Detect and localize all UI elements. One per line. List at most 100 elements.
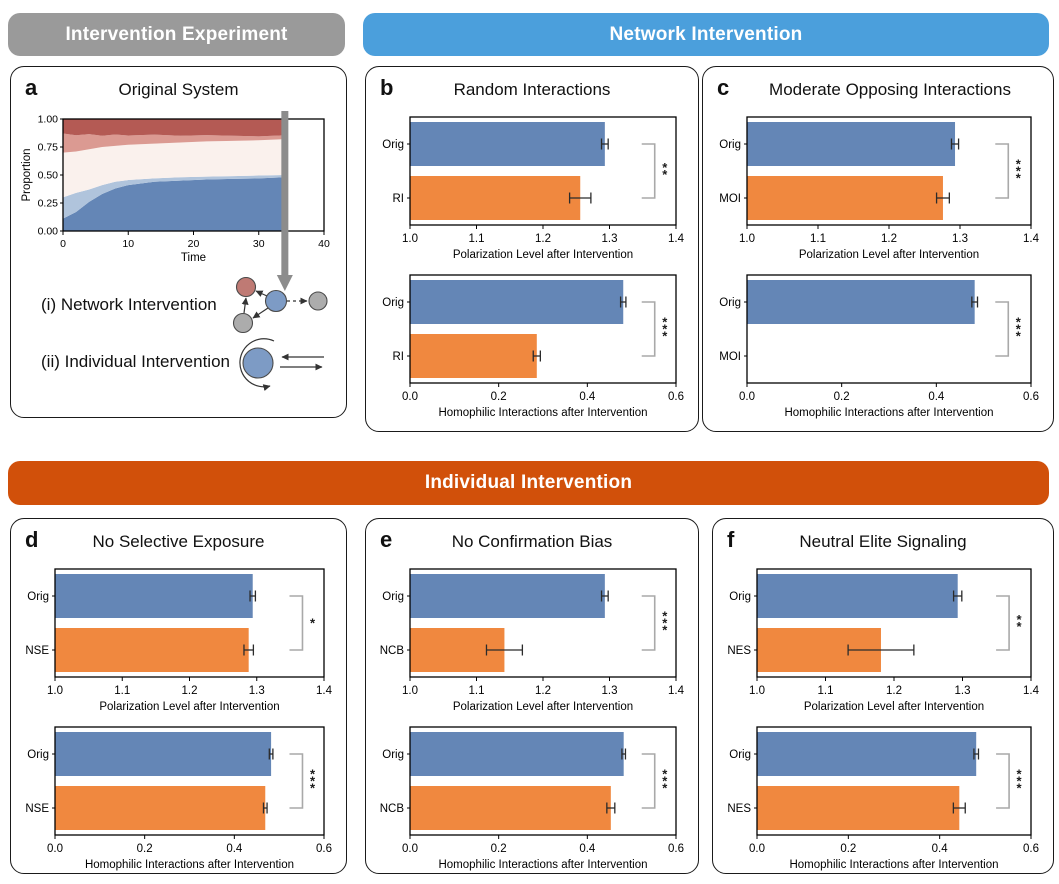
error-bars (262, 748, 274, 814)
panel-b: b Random Interactions Orig RI 1.0 1.1 1.2 1.3… (365, 66, 699, 432)
svg-text:0.2: 0.2 (491, 843, 507, 855)
x-axis-label: Homophilic Interactions after Interventi… (85, 859, 294, 871)
svg-text:0.6: 0.6 (1023, 843, 1039, 855)
bar-orig (55, 574, 253, 618)
x-axis: 0.0 0.2 0.4 0.6 Homophilic Interactions afte… (402, 383, 684, 419)
x-axis: 1.0 1.1 1.2 1.3 1.4 Polarization Level after … (402, 225, 685, 261)
significance-bracket (641, 143, 656, 199)
svg-text:0.2: 0.2 (840, 843, 856, 855)
svg-text:RI: RI (393, 351, 405, 363)
svg-text:0.0: 0.0 (402, 391, 418, 403)
svg-text:1.0: 1.0 (739, 233, 755, 245)
bar-nse (55, 786, 266, 830)
bar-moi (747, 176, 943, 220)
svg-text:0.4: 0.4 (928, 391, 945, 403)
svg-text:1.00: 1.00 (38, 114, 59, 126)
svg-text:0.75: 0.75 (38, 142, 59, 154)
panel-e-title: No Confirmation Bias (451, 532, 613, 551)
svg-text:1.3: 1.3 (249, 685, 265, 697)
error-bars (485, 590, 609, 656)
svg-text:20: 20 (188, 238, 200, 250)
significance-stars: *** (1016, 315, 1022, 344)
svg-text:30: 30 (253, 238, 265, 250)
area-strong-blue (63, 177, 285, 231)
bar-orig (747, 122, 956, 166)
intervention-arrow (276, 111, 293, 291)
significance-stars: * (310, 616, 316, 631)
significance-bracket (996, 595, 1010, 651)
svg-text:NSE: NSE (25, 645, 49, 657)
svg-text:1.2: 1.2 (881, 233, 897, 245)
svg-text:1.2: 1.2 (886, 685, 902, 697)
bars (410, 574, 605, 672)
svg-text:1.0: 1.0 (402, 685, 418, 697)
svg-text:0.0: 0.0 (749, 843, 765, 855)
panel-e-letter: e (380, 527, 393, 552)
svg-text:1.1: 1.1 (114, 685, 130, 697)
significance: *** (995, 301, 1022, 357)
significance-bracket (289, 595, 304, 651)
y-axis: Orig NES (727, 749, 757, 815)
svg-text:1.2: 1.2 (535, 685, 551, 697)
error-bars (952, 748, 980, 814)
bars (410, 122, 605, 220)
blue-node (242, 347, 274, 379)
svg-text:1.1: 1.1 (810, 233, 826, 245)
svg-text:1.0: 1.0 (749, 685, 765, 697)
bar-orig (757, 732, 977, 776)
plot-border (756, 568, 1032, 678)
y-axis: Orig NSE (25, 591, 55, 657)
svg-text:Orig: Orig (729, 749, 751, 761)
x-axis-label: Time (181, 252, 206, 264)
svg-text:0.6: 0.6 (668, 391, 684, 403)
panel-f: f Neutral Elite Signaling Orig NES 1.0 1.1 1… (712, 518, 1054, 874)
svg-text:1.2: 1.2 (535, 233, 551, 245)
svg-text:0.0: 0.0 (739, 391, 755, 403)
bar-ri (410, 334, 537, 378)
significance: *** (641, 753, 668, 809)
significance-bracket (641, 301, 656, 357)
svg-text:NES: NES (727, 645, 751, 657)
significance-bracket (289, 753, 304, 809)
svg-text:0.6: 0.6 (668, 843, 684, 855)
significance: *** (289, 753, 316, 809)
x-axis-label: Homophilic Interactions after Interventi… (784, 407, 993, 419)
chart-original-system: 0.00 0.25 0.50 0.75 1.00 0 10 20 30 40 Time Proport… (19, 111, 338, 301)
plot-border (756, 726, 1032, 836)
bars (410, 280, 624, 378)
x-axis-label: Homophilic Interactions after Interventi… (789, 859, 998, 871)
panel-b-title: Random Interactions (453, 80, 611, 99)
header-intervention-experiment-label: Intervention Experiment (65, 23, 288, 45)
significance-stars: *** (1016, 157, 1022, 186)
panel-a-title: Original System (118, 80, 239, 99)
x-axis-label: Homophilic Interactions after Interventi… (438, 407, 647, 419)
x-axis-label: Polarization Level after Intervention (453, 701, 633, 713)
significance: *** (641, 301, 668, 357)
svg-text:1.4: 1.4 (1023, 233, 1040, 245)
y-axis: Orig RI (382, 297, 410, 363)
significance: ** (996, 595, 1023, 651)
error-bars (971, 296, 979, 308)
svg-text:Orig: Orig (719, 139, 741, 151)
svg-text:Orig: Orig (382, 297, 404, 309)
significance-stars: ** (662, 160, 668, 182)
svg-text:0.6: 0.6 (316, 843, 332, 855)
x-axis-label: Polarization Level after Intervention (453, 249, 633, 261)
significance-bracket (995, 301, 1010, 357)
error-bars (568, 138, 609, 204)
legend-network-intervention-label: (i) Network Intervention (41, 295, 217, 314)
bar-orig (410, 280, 624, 324)
svg-text:0: 0 (60, 238, 66, 250)
svg-text:1.4: 1.4 (668, 685, 685, 697)
panel-d-letter: d (25, 527, 39, 552)
y-axis: Orig NES (727, 591, 757, 657)
svg-text:Orig: Orig (382, 749, 404, 761)
bars (757, 732, 977, 830)
panel-f-letter: f (727, 527, 735, 552)
svg-text:0.25: 0.25 (38, 198, 59, 210)
svg-text:1.3: 1.3 (952, 233, 968, 245)
svg-text:40: 40 (318, 238, 330, 250)
legend-individual-intervention: (ii) Individual Intervention (11, 335, 346, 392)
error-bars (847, 590, 963, 656)
bar-orig (410, 574, 605, 618)
